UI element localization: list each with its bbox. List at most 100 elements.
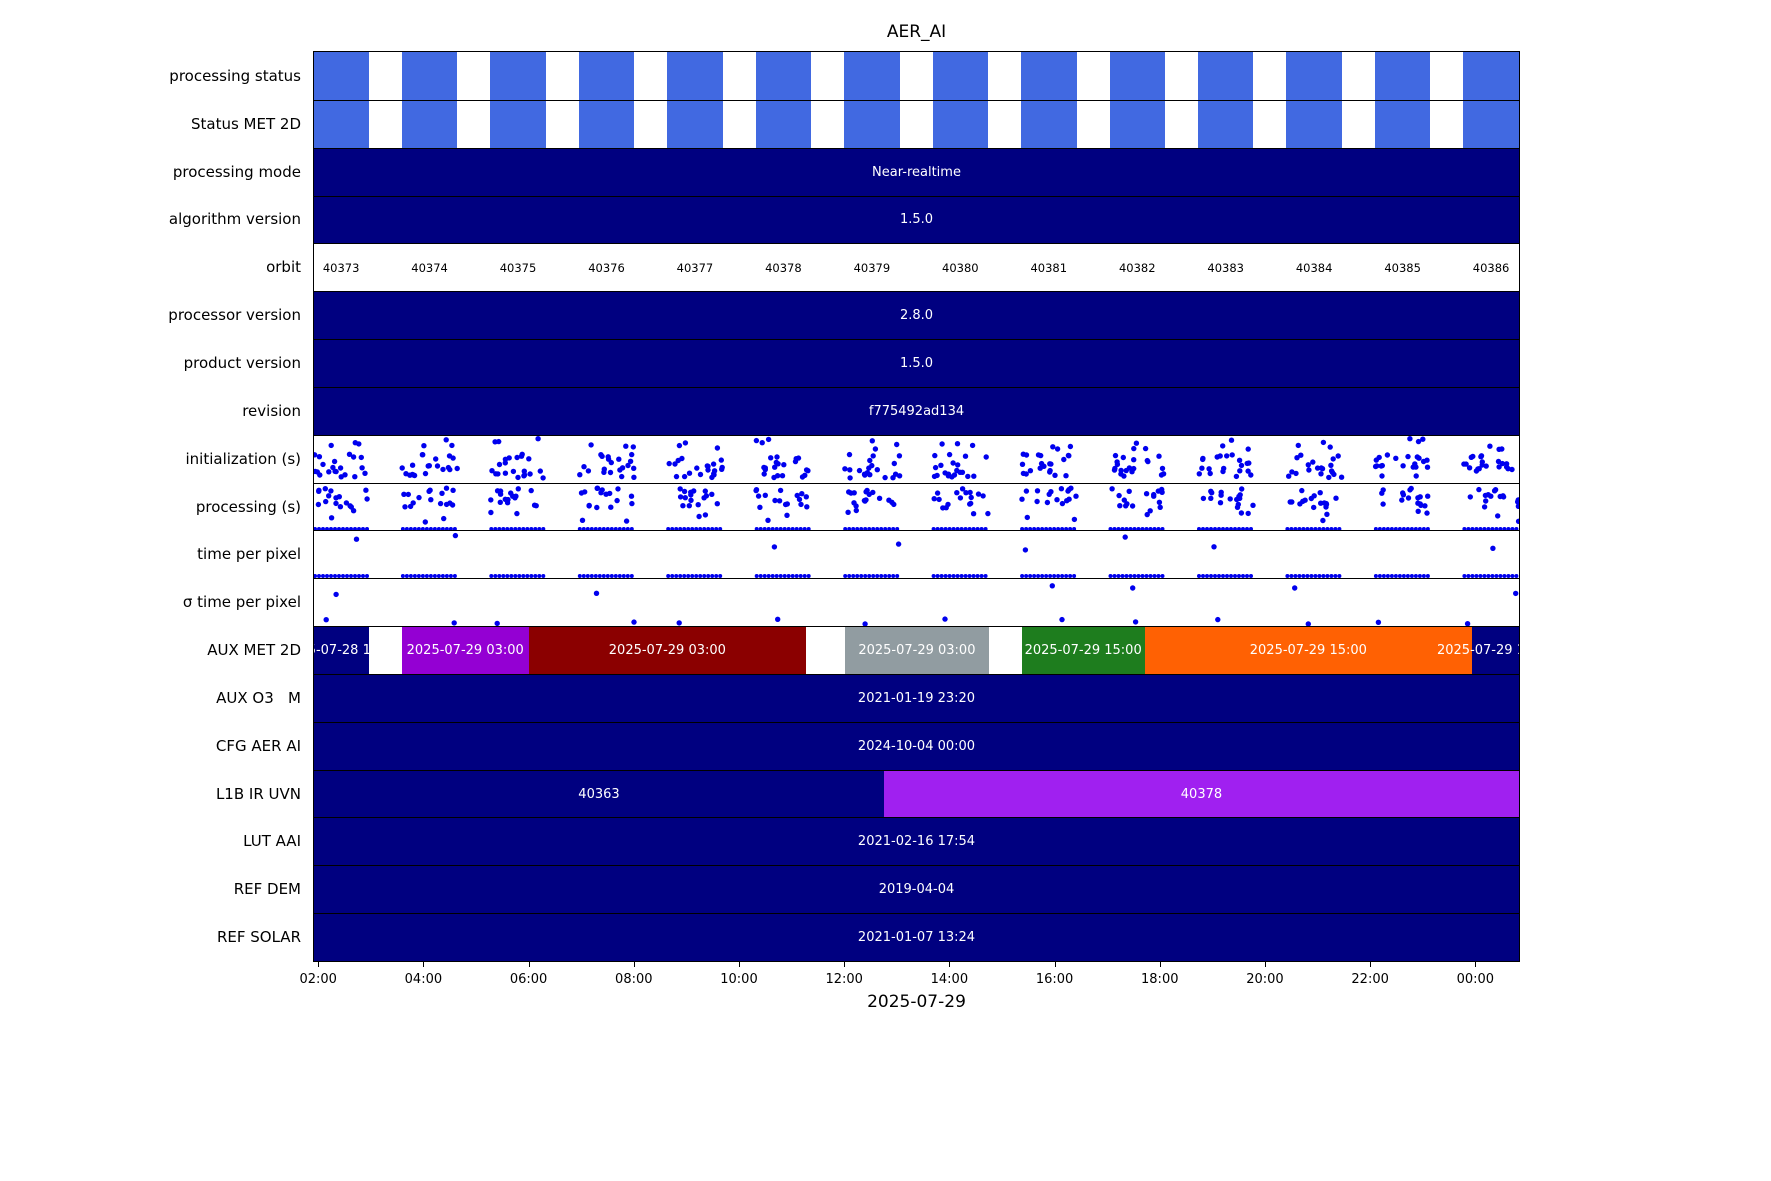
data-point — [1490, 546, 1496, 552]
data-point — [1020, 526, 1025, 531]
data-point — [529, 526, 534, 531]
data-point — [1328, 462, 1334, 468]
data-point — [510, 468, 517, 474]
data-point — [762, 574, 767, 579]
data-point — [1131, 465, 1137, 472]
data-point — [965, 473, 971, 479]
data-point — [1160, 526, 1165, 531]
data-point — [1289, 468, 1295, 475]
timeline-segment: 2025-07-28 15:00 — [314, 627, 369, 674]
data-point — [1205, 526, 1209, 531]
data-point — [1126, 488, 1132, 494]
data-point — [617, 467, 623, 473]
data-point — [1510, 574, 1515, 579]
orbit-number: 40380 — [942, 260, 979, 275]
data-point — [670, 526, 675, 531]
orbit-number: 40386 — [1472, 260, 1510, 275]
data-point — [936, 496, 942, 502]
data-point — [322, 485, 328, 491]
data-point — [631, 465, 637, 471]
data-point — [321, 526, 325, 531]
data-point — [630, 443, 636, 450]
data-point — [1321, 574, 1326, 579]
data-point — [489, 574, 494, 579]
data-point — [607, 490, 613, 496]
data-point — [1122, 534, 1128, 541]
data-point — [1494, 526, 1499, 531]
data-point — [1040, 526, 1045, 531]
status-block — [667, 52, 723, 100]
data-point — [1320, 439, 1327, 445]
data-point — [1479, 459, 1486, 465]
data-point — [794, 526, 799, 531]
segment-value: 2025-07-29 15:00 — [1024, 643, 1142, 658]
data-point — [1112, 452, 1119, 459]
data-point — [804, 503, 810, 510]
data-point — [1236, 457, 1243, 463]
data-point — [1197, 526, 1201, 531]
data-point — [985, 510, 991, 516]
data-point — [1397, 574, 1402, 579]
data-point — [688, 489, 694, 495]
data-point — [1156, 526, 1161, 531]
data-point — [686, 470, 693, 476]
data-point — [1329, 526, 1334, 531]
data-point — [1385, 574, 1390, 579]
data-point — [521, 574, 526, 579]
data-point — [537, 468, 543, 474]
data-point — [1470, 526, 1475, 531]
data-point — [449, 442, 455, 448]
scatter-processing-s — [314, 485, 1519, 531]
data-point — [1152, 526, 1157, 531]
data-point — [705, 463, 711, 469]
data-point — [867, 457, 873, 463]
data-point — [686, 526, 691, 531]
data-point — [328, 514, 335, 521]
data-point — [437, 500, 444, 506]
data-point — [1306, 467, 1312, 473]
data-point — [711, 467, 718, 474]
data-point — [674, 526, 679, 531]
data-point — [1068, 526, 1073, 531]
data-point — [501, 526, 506, 531]
data-point — [607, 469, 614, 475]
data-point — [1486, 526, 1491, 531]
data-point — [343, 499, 350, 506]
data-point — [714, 574, 719, 579]
data-point — [1048, 526, 1053, 531]
data-point — [1490, 526, 1495, 531]
data-point — [1313, 526, 1318, 531]
data-point — [874, 466, 880, 473]
data-point — [337, 503, 344, 509]
data-point — [879, 526, 884, 531]
row-label-time-per-pixel: σ time per pixel — [182, 593, 301, 612]
data-point — [1502, 574, 1507, 579]
data-point — [871, 526, 876, 531]
row-label-processing-mode: processing mode — [172, 162, 301, 181]
data-point — [1502, 526, 1507, 531]
data-point — [314, 451, 318, 458]
data-point — [761, 471, 767, 477]
data-point — [517, 574, 522, 579]
data-point — [947, 526, 952, 531]
data-point — [497, 526, 502, 531]
data-point — [577, 574, 582, 579]
status-block — [932, 100, 989, 148]
data-point — [609, 526, 614, 531]
data-point — [883, 574, 888, 579]
data-point — [581, 574, 586, 579]
data-point — [508, 489, 514, 496]
data-point — [577, 526, 582, 531]
status-block — [1463, 52, 1519, 100]
data-point — [454, 465, 460, 471]
data-point — [1221, 574, 1225, 579]
row-label-lut-aai: LUT AAI — [243, 832, 301, 851]
data-point — [594, 504, 600, 510]
data-point — [328, 487, 334, 494]
bar-value: 2024-10-04 00:00 — [857, 738, 976, 754]
data-point — [1320, 517, 1326, 523]
data-point — [1249, 574, 1253, 579]
data-point — [875, 574, 880, 579]
data-point — [408, 574, 413, 579]
data-point — [506, 454, 512, 461]
